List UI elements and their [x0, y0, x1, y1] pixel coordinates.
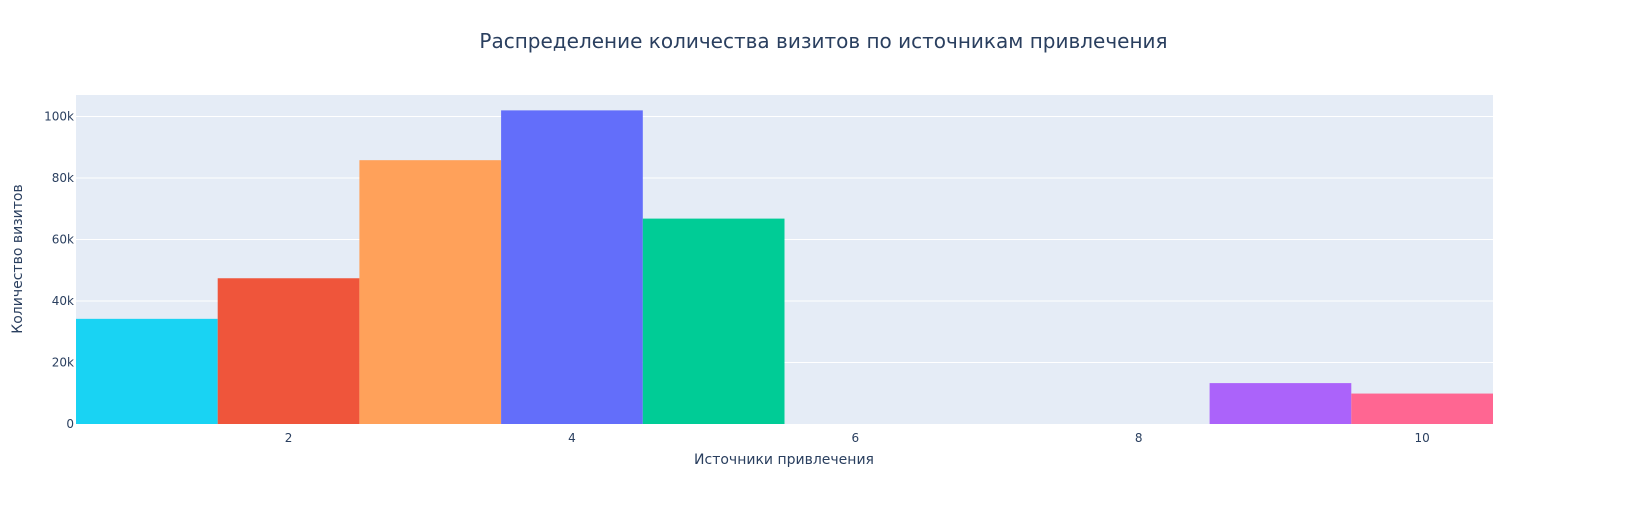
bar-source-2[interactable] — [217, 278, 360, 424]
x-axis-title: Источники привлечения — [694, 452, 874, 468]
y-tick-label: 80k — [52, 171, 74, 185]
y-tick-label: 40k — [52, 294, 74, 308]
bar-source-10[interactable] — [1351, 393, 1493, 424]
bar-source-5[interactable] — [642, 218, 785, 424]
x-tick-label: 6 — [852, 431, 860, 445]
y-tick-label: 100k — [44, 110, 74, 124]
chart-title: Распределение количества визитов по исто… — [479, 29, 1167, 53]
x-axis-ticks: 2 4 6 8 10 — [285, 431, 1430, 445]
y-tick-label: 20k — [52, 356, 74, 370]
x-tick-label: 8 — [1135, 431, 1143, 445]
x-tick-label: 10 — [1415, 431, 1430, 445]
y-axis-title: Количество визитов — [10, 184, 26, 333]
y-axis-ticks: 0 20k 40k 60k 80k 100k — [44, 110, 74, 431]
bars — [76, 110, 1493, 424]
x-tick-label: 4 — [568, 431, 576, 445]
bar-source-4[interactable] — [501, 110, 643, 424]
bar-source-1[interactable] — [76, 318, 218, 424]
y-tick-label: 60k — [52, 233, 74, 247]
y-tick-label: 0 — [66, 417, 74, 431]
x-tick-label: 2 — [285, 431, 293, 445]
bar-source-3[interactable] — [359, 160, 502, 424]
bar-source-9[interactable] — [1209, 383, 1352, 424]
